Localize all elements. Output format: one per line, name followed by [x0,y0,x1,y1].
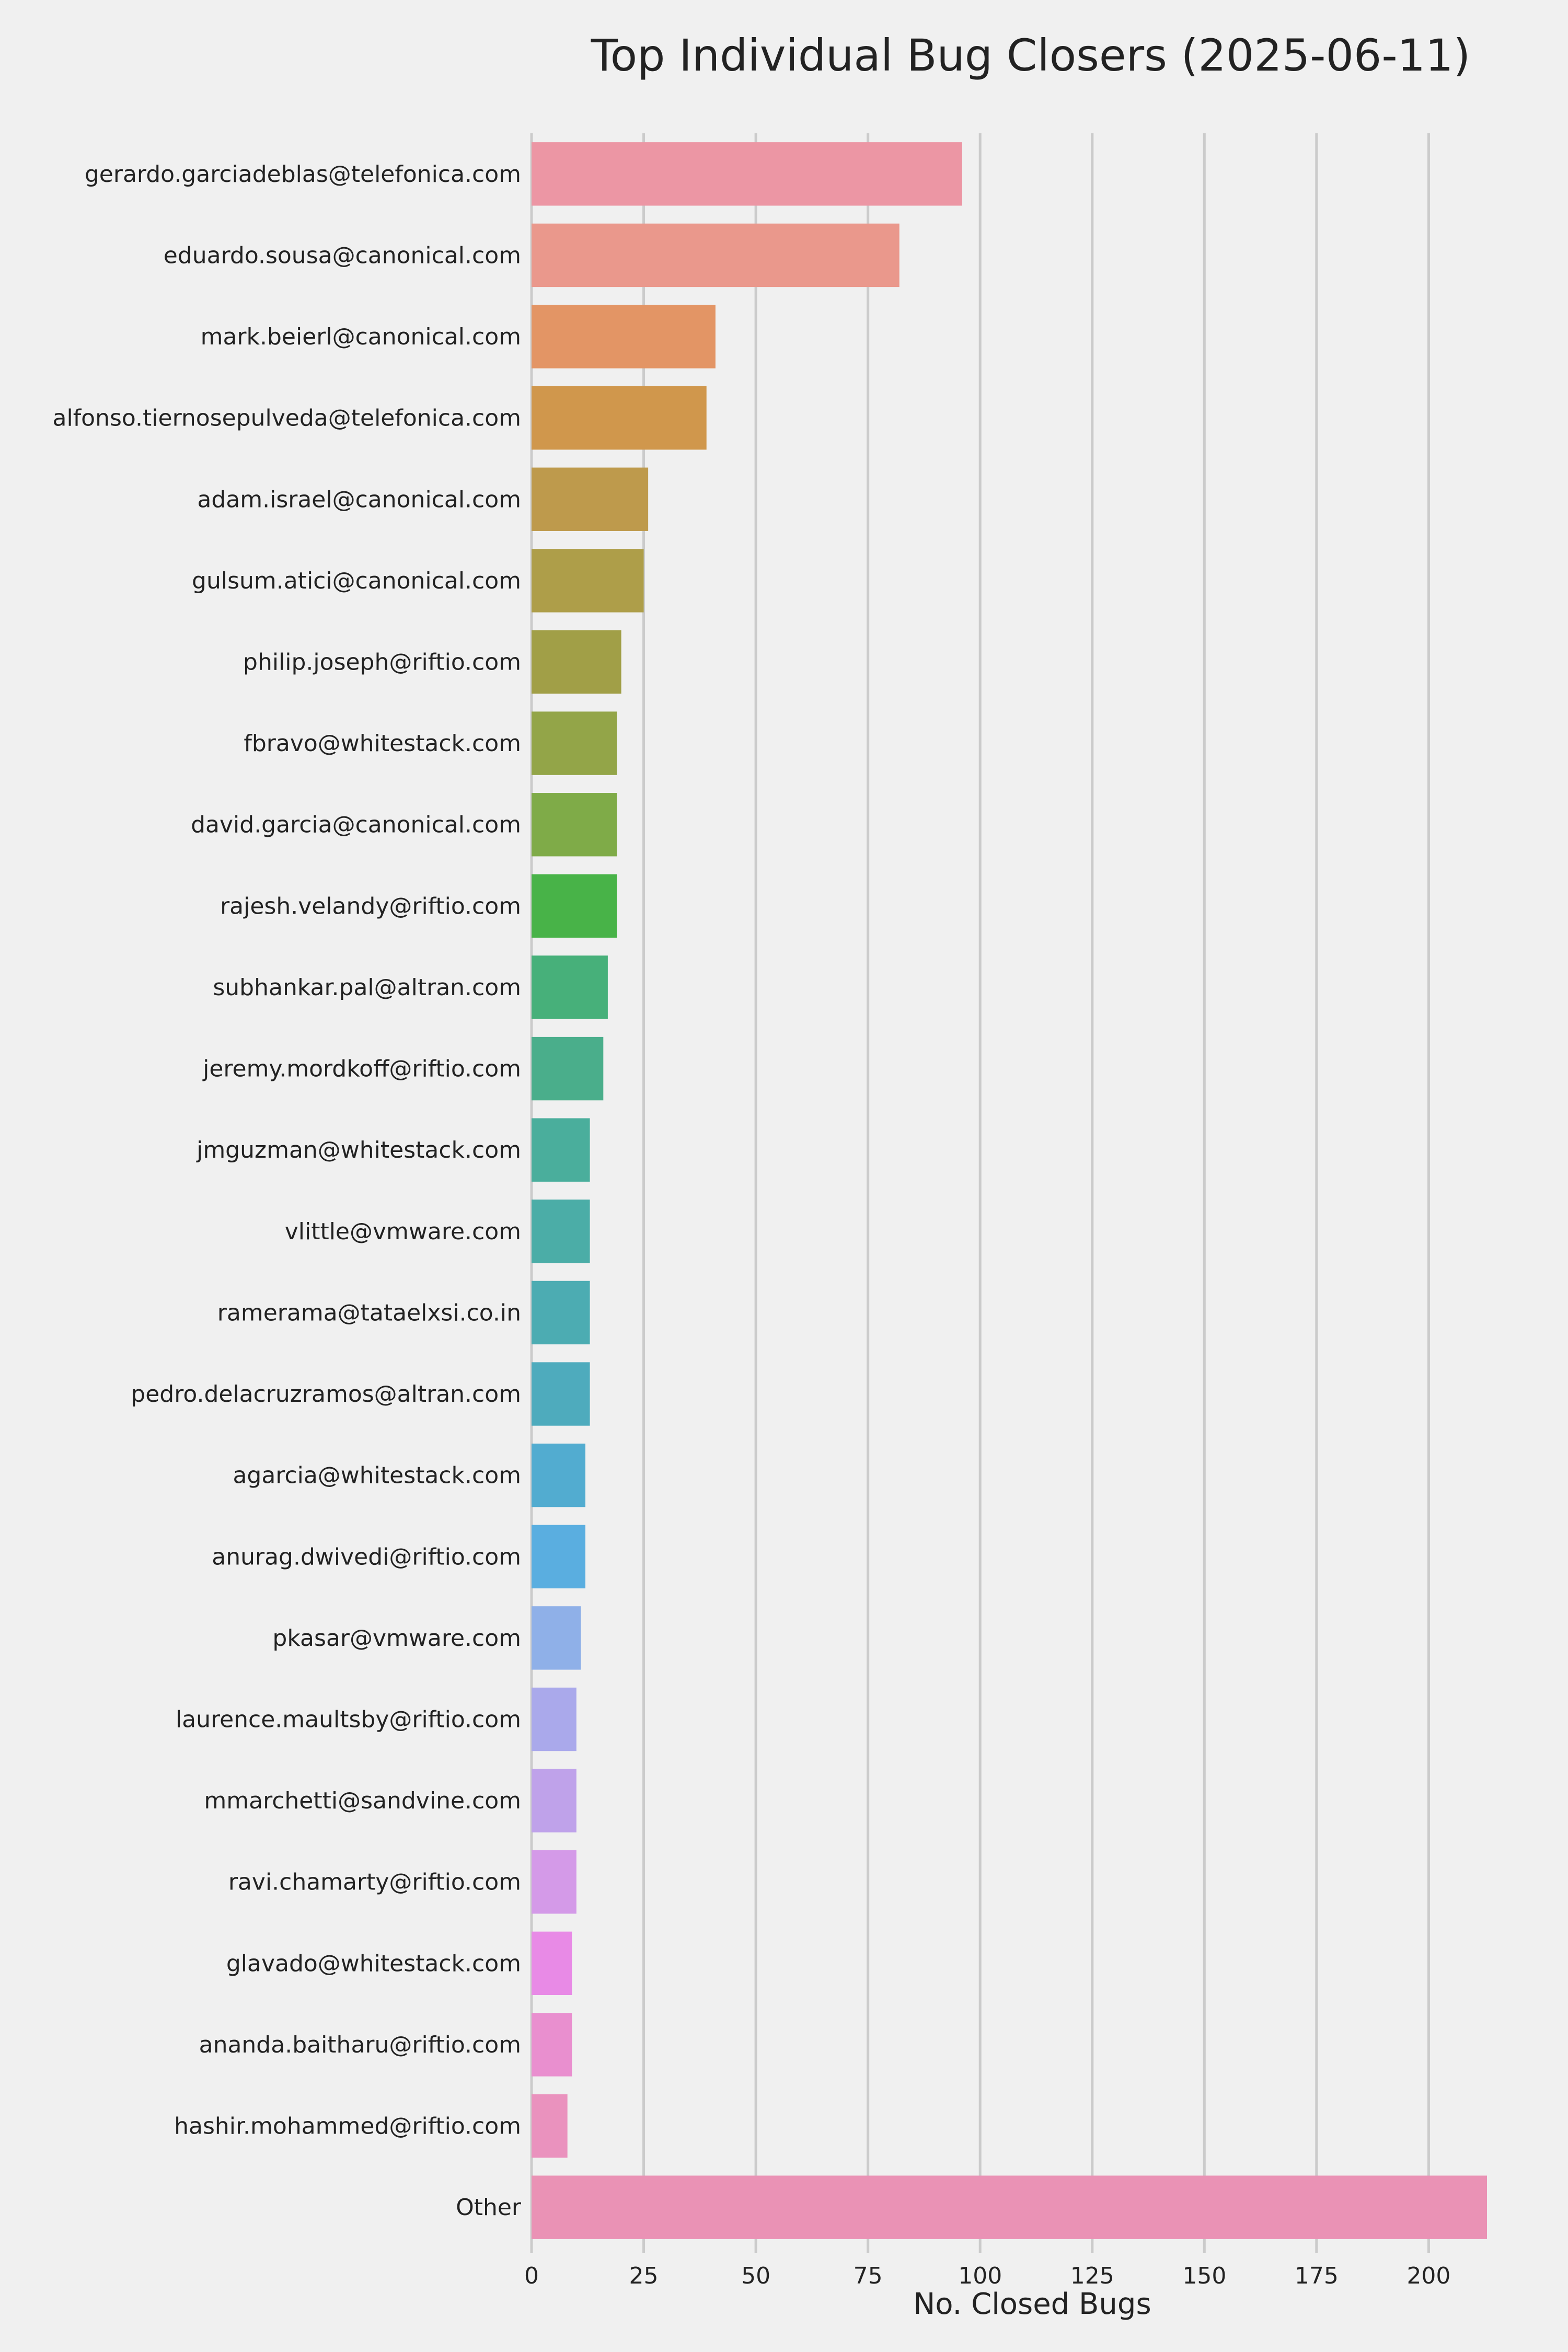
bar [532,793,617,857]
x-tick-label: 200 [1406,2263,1450,2289]
x-tick-label: 100 [958,2263,1002,2289]
x-tick-label: 50 [741,2263,770,2289]
y-tick-label: agarcia@whitestack.com [233,1462,521,1489]
bars [532,142,1487,2239]
y-tick-label: subhankar.pal@altran.com [213,974,521,1001]
y-tick-label: gulsum.atici@canonical.com [192,568,521,594]
bar [532,1931,572,1996]
bar [532,1036,604,1101]
bar [532,1200,590,1263]
bar [532,386,707,450]
y-tick-label: laurence.maultsby@riftio.com [176,1707,521,1733]
bar [532,223,900,287]
bar [532,1769,577,1832]
y-tick-label: mark.beierl@canonical.com [201,324,521,350]
y-tick-label: ramerama@tataelxsi.co.in [217,1299,521,1326]
y-tick-label: adam.israel@canonical.com [197,486,521,513]
bar [532,1281,590,1345]
y-tick-label: hashir.mohammed@riftio.com [174,2113,521,2140]
x-tick-labels: 0 25 50 75 100 125 150 175 200 [524,2263,1450,2289]
y-tick-label: mmarchetti@sandvine.com [204,1788,521,1814]
y-tick-label: Other [456,2194,522,2221]
bar [532,1443,585,1507]
y-tick-label: david.garcia@canonical.com [191,812,521,838]
x-tick-label: 125 [1070,2263,1114,2289]
y-tick-label: fbravo@whitestack.com [244,730,521,757]
x-tick-label: 75 [854,2263,883,2289]
x-tick-label: 175 [1295,2263,1339,2289]
y-tick-label: pedro.delacruzramos@altran.com [131,1381,521,1408]
y-tick-label: gerardo.garciadeblas@telefonica.com [85,161,521,188]
bar [532,142,962,206]
bar [532,1118,590,1182]
y-tick-label: philip.joseph@riftio.com [243,649,521,676]
y-tick-label: pkasar@vmware.com [272,1625,521,1652]
bar [532,2013,572,2077]
bar [532,874,617,938]
bar [532,2094,568,2158]
bar [532,2175,1487,2239]
bar [532,1362,590,1426]
bar [532,305,716,368]
bar [532,549,644,613]
x-axis-label: No. Closed Bugs [913,2287,1151,2321]
y-tick-label: vlittle@vmware.com [285,1218,521,1245]
bar [532,467,649,531]
y-tick-label: jmguzman@whitestack.com [196,1137,521,1163]
bar [532,1687,577,1751]
bar [532,1850,577,1914]
y-tick-labels: gerardo.garciadeblas@telefonica.com eduar… [53,161,522,2221]
y-tick-label: eduardo.sousa@canonical.com [164,242,521,269]
y-tick-label: jeremy.mordkoff@riftio.com [202,1056,521,1082]
y-tick-label: ananda.baitharu@riftio.com [199,2032,521,2058]
bar [532,955,608,1019]
x-tick-label: 150 [1182,2263,1226,2289]
y-tick-label: anurag.dwivedi@riftio.com [212,1543,521,1570]
x-tick-label: 25 [629,2263,659,2289]
x-tick-label: 0 [524,2263,539,2289]
gridlines [530,133,1430,2253]
y-tick-label: alfonso.tiernosepulveda@telefonica.com [53,405,522,432]
y-tick-label: ravi.chamarty@riftio.com [228,1869,521,1896]
chart-title: Top Individual Bug Closers (2025-06-11) [591,30,1471,81]
y-tick-label: glavado@whitestack.com [226,1950,521,1977]
bar [532,1525,585,1588]
bar [532,1606,581,1670]
bar [532,711,617,775]
y-tick-label: rajesh.velandy@riftio.com [220,893,521,919]
bar [532,630,621,694]
